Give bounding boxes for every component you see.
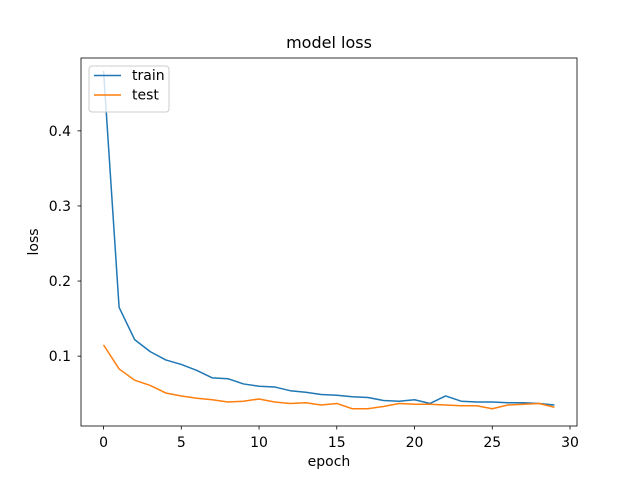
y-tick-label: 0.3 xyxy=(49,199,71,215)
axis-ticks: 0 5 10 15 20 25 30 0.1 0.2 0.3 0.4 xyxy=(49,124,579,451)
x-tick-label: 0 xyxy=(99,435,108,451)
x-tick-label: 10 xyxy=(250,435,268,451)
test-series-line xyxy=(102,344,555,410)
legend-test-label: test xyxy=(132,88,159,104)
legend-train-label: train xyxy=(132,68,165,84)
legend: train test xyxy=(88,65,170,113)
x-tick-label: 15 xyxy=(328,435,346,451)
y-axis-label: loss xyxy=(26,228,42,255)
x-tick-label: 30 xyxy=(561,435,579,451)
x-tick-label: 25 xyxy=(483,435,501,451)
series-lines xyxy=(102,70,555,410)
train-series-line xyxy=(102,70,555,406)
chart-title: model loss xyxy=(286,33,372,52)
y-tick-label: 0.1 xyxy=(49,349,71,365)
y-tick-label: 0.2 xyxy=(49,274,71,290)
x-tick-label: 5 xyxy=(177,435,186,451)
plot-border xyxy=(80,57,578,427)
x-tick-label: 20 xyxy=(406,435,424,451)
y-tick-label: 0.4 xyxy=(49,124,71,140)
legend-box xyxy=(88,65,170,113)
x-axis-label: epoch xyxy=(308,454,351,470)
